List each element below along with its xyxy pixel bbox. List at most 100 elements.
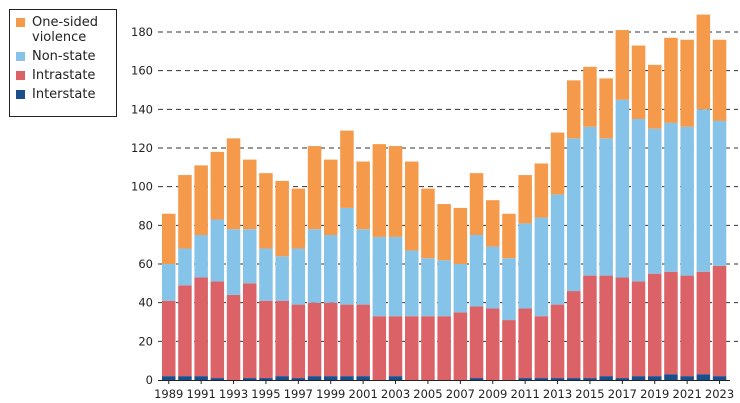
bar-segment-intrastate [243,283,257,379]
bar-segment-interstate [534,378,549,380]
bar-segment-non-state [680,126,694,276]
bar-segment-interstate [162,376,176,380]
bar-segment-non-state [615,99,630,278]
bar-segment-one-sided-violence [583,66,597,127]
bar-segment-interstate [388,376,403,380]
x-tick-label: 2005 [413,387,442,401]
legend-label: Interstate [32,87,96,102]
bar-segment-intrastate [583,275,597,379]
bar-segment-intrastate [388,316,403,377]
x-tick-label: 2021 [673,387,702,401]
bar-segment-intrastate [712,265,727,377]
bar-segment-intrastate [421,316,435,380]
bar-segment-non-state [226,229,241,295]
x-tick-label: 2007 [446,387,475,401]
bar-segment-interstate [340,376,354,380]
bar-segment-intrastate [599,275,613,377]
bar-segment-interstate [291,378,306,380]
bar-segment-one-sided-violence [210,151,225,220]
bar-segment-one-sided-violence [226,138,241,230]
y-tick-label: 180 [131,25,153,39]
bar-segment-non-state [518,223,532,309]
bar-segment-interstate [631,376,646,380]
bar-segment-interstate [210,378,225,380]
bar-segment-non-state [324,235,338,303]
legend-swatch [16,90,25,99]
x-tick-label: 1989 [154,387,183,401]
x-tick-label: 2019 [640,387,669,401]
bar-segment-interstate [696,374,711,380]
bar-segment-intrastate [178,285,192,377]
bar-segment-intrastate [550,304,565,379]
bar-segment-one-sided-violence [486,200,500,247]
bar-segment-interstate [648,376,662,380]
bar-segment-one-sided-violence [372,144,387,237]
y-tick-label: 20 [138,334,153,348]
bar-segment-intrastate [275,300,289,377]
bar-segment-non-state [372,236,387,317]
bar-segment-one-sided-violence [421,188,435,259]
bar-segment-one-sided-violence [324,159,338,235]
bar-segment-one-sided-violence [550,132,565,195]
bar-segment-one-sided-violence [615,30,630,100]
bar-segment-one-sided-violence [599,78,613,139]
y-tick-label: 40 [138,296,153,310]
bar-segment-one-sided-violence [243,159,257,230]
bar-segment-non-state [178,248,192,286]
x-tick-label: 2001 [349,387,378,401]
bar-segment-one-sided-violence [340,130,354,208]
bar-segment-interstate [550,378,565,380]
bar-segment-one-sided-violence [162,213,176,264]
bar-segment-non-state [437,260,451,317]
bar-segment-non-state [534,217,549,317]
bar-segment-intrastate [372,316,387,380]
bar-segment-intrastate [291,304,306,379]
bar-segment-non-state [162,264,176,301]
bar-segment-one-sided-violence [194,165,208,235]
bar-segment-interstate [324,376,338,380]
bar-segment-one-sided-violence [648,64,662,129]
legend-item-interstate: Interstate [16,87,110,102]
bar-segment-one-sided-violence [437,204,451,261]
x-tick-label: 1997 [284,387,313,401]
x-tick-label: 1995 [251,387,280,401]
x-tick-label: 2015 [575,387,604,401]
bar-segment-intrastate [340,304,354,377]
bar-segment-one-sided-violence [356,161,370,230]
x-tick-label: 2017 [608,387,637,401]
bar-segment-interstate [275,376,289,380]
y-tick-label: 60 [138,257,153,271]
bar-segment-intrastate [486,308,500,380]
bar-segment-non-state [664,122,678,272]
bar-segment-non-state [388,236,403,317]
bar-segment-non-state [469,235,484,307]
bar-segment-intrastate [696,271,711,375]
legend-swatch [16,18,25,27]
bar-segment-non-state [421,258,435,317]
bar-segment-non-state [453,264,468,313]
bar-segment-interstate [680,376,694,380]
bar-segment-intrastate [453,312,468,380]
bar-segment-non-state [648,128,662,274]
y-tick-label: 0 [146,373,153,387]
bar-segment-intrastate [307,302,322,377]
bar-segment-intrastate [194,277,208,377]
legend-label: Non-state [32,49,96,64]
bar-segment-interstate [615,378,630,380]
bar-segment-one-sided-violence [680,39,694,127]
x-tick-label: 2009 [478,387,507,401]
bar-segment-one-sided-violence [534,163,549,218]
bar-segment-non-state [550,194,565,305]
bar-segment-interstate [259,378,273,380]
bar-segment-intrastate [210,281,225,379]
bar-segment-non-state [631,119,646,282]
x-tick-label: 2013 [543,387,572,401]
bar-segment-interstate [194,376,208,380]
bar-segment-one-sided-violence [631,45,646,119]
bar-segment-one-sided-violence [712,39,727,121]
bar-segment-one-sided-violence [178,175,192,249]
bar-segment-interstate [178,376,192,380]
bar-segment-non-state [567,138,581,292]
